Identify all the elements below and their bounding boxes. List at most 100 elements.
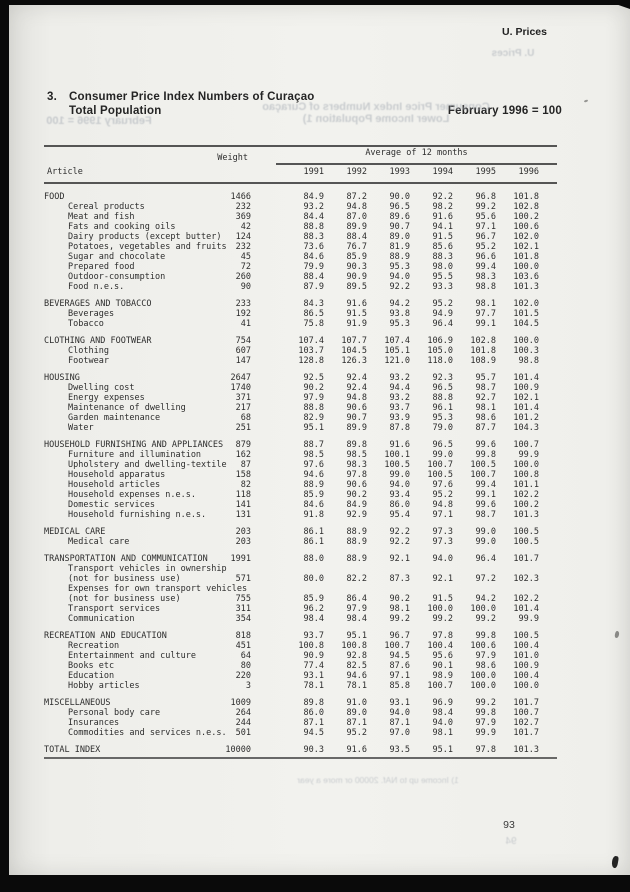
- article-label: Tobacco: [68, 319, 104, 329]
- weight-cell: 220: [235, 671, 251, 681]
- running-header: U. Prices: [502, 26, 547, 38]
- index-value-cell: 99.9: [518, 450, 539, 460]
- index-value-cell: 88.8: [432, 393, 453, 403]
- weight-cell: 158: [235, 470, 251, 480]
- article-label: Commodities and services n.e.s.: [68, 728, 227, 738]
- weight-cell: 131: [235, 510, 251, 520]
- index-value-cell: 105.1: [384, 346, 410, 356]
- table-row: 1991 1992 1993 1994 1995 1996: [44, 167, 557, 177]
- article-label: Meat and fish: [68, 212, 135, 222]
- index-value-cell: 100.0: [513, 262, 539, 272]
- page-subtitle: Total Population: [69, 105, 162, 117]
- index-value-cell: 91.6: [346, 745, 367, 755]
- index-value-cell: 92.2: [389, 537, 410, 547]
- index-value-cell: 98.1: [475, 299, 496, 309]
- index-value-cell: 98.1: [389, 604, 410, 614]
- index-value-cell: 100.4: [427, 641, 453, 651]
- index-value-cell: 99.4: [475, 262, 496, 272]
- table-row: Household expenses n.e.s. 118 85.9 90.2 93.4…: [44, 490, 557, 500]
- index-value-cell: 98.9: [432, 671, 453, 681]
- index-value-cell: 92.4: [346, 373, 367, 383]
- article-label: TRANSPORTATION AND COMMUNICATION: [44, 554, 208, 564]
- index-value-cell: 92.9: [346, 510, 367, 520]
- index-value-cell: 91.8: [303, 510, 324, 520]
- index-value-cell: 101.2: [513, 413, 539, 423]
- index-value-cell: 100.6: [470, 641, 496, 651]
- article-label: Insurances: [68, 718, 120, 728]
- index-value-cell: 89.8: [303, 698, 324, 708]
- index-value-cell: [496, 564, 539, 574]
- article-label: Clothing: [68, 346, 109, 356]
- index-value-cell: 121.0: [384, 356, 410, 366]
- weight-cell: 232: [235, 202, 251, 212]
- table-row: Food n.e.s. 90 87.9 89.5 92.2 93.3 98.8 101.3: [44, 282, 557, 292]
- index-value-cell: 88.4: [303, 272, 324, 282]
- index-value-cell: 93.7: [389, 403, 410, 413]
- index-value-cell: 96.5: [389, 202, 410, 212]
- index-value-cell: 97.7: [475, 309, 496, 319]
- article-label: BEVERAGES AND TOBACCO: [44, 299, 152, 309]
- index-value-cell: 91.0: [346, 698, 367, 708]
- table-row: Medical care 203 86.1 88.9 92.2 97.3 99.0 100.5: [44, 537, 557, 547]
- index-value-cell: 94.0: [389, 480, 410, 490]
- index-value-cell: 100.7: [470, 470, 496, 480]
- article-label: TOTAL INDEX: [44, 745, 101, 755]
- index-value-cell: 85.9: [303, 594, 324, 604]
- weight-cell: 1466: [230, 192, 251, 202]
- index-value-cell: 100.5: [427, 470, 453, 480]
- index-value-cell: 91.5: [432, 594, 453, 604]
- index-value-cell: 94.6: [303, 470, 324, 480]
- table-row: HOUSING 2647 92.5 92.4 93.2 92.3 95.7 101.4: [44, 373, 557, 383]
- index-value-cell: 95.2: [432, 490, 453, 500]
- weight-cell: 818: [235, 631, 251, 641]
- weight-cell: 754: [235, 336, 251, 346]
- index-value-cell: 100.8: [298, 641, 324, 651]
- index-value-cell: 89.6: [389, 212, 410, 222]
- index-value-cell: 100.9: [513, 383, 539, 393]
- index-value-cell: 93.9: [389, 413, 410, 423]
- index-value-cell: 97.3: [432, 527, 453, 537]
- index-value-cell: 102.0: [513, 299, 539, 309]
- index-value-cell: 84.4: [303, 212, 324, 222]
- index-value-cell: 94.1: [432, 222, 453, 232]
- weight-cell: 87: [240, 460, 251, 470]
- page-corner-notch: [604, 0, 630, 9]
- index-value-cell: 97.1: [432, 510, 453, 520]
- index-value-cell: 92.3: [432, 373, 453, 383]
- weight-cell: 80: [240, 661, 251, 671]
- index-value-cell: 99.1: [475, 319, 496, 329]
- article-label: Hobby articles: [68, 681, 140, 691]
- table-row: Sugar and chocolate 45 84.6 85.9 88.9 88.3 96.…: [44, 252, 557, 262]
- year-column-headers: 1991 1992 1993 1994 1995 1996: [44, 167, 557, 177]
- index-base-note: February 1996 = 100: [447, 105, 562, 117]
- index-value-cell: 98.6: [475, 413, 496, 423]
- weight-cell: [194, 564, 251, 574]
- table-row: Upholstery and dwelling-textile 87 97.6 98.…: [44, 460, 557, 470]
- article-label: HOUSEHOLD FURNISHING AND APPLIANCES: [44, 440, 224, 450]
- index-value-cell: 90.7: [346, 413, 367, 423]
- index-value-cell: 95.5: [432, 272, 453, 282]
- weight-cell: 141: [235, 500, 251, 510]
- index-value-cell: [251, 584, 324, 594]
- index-value-cell: 87.0: [346, 212, 367, 222]
- index-value-cell: 104.5: [513, 319, 539, 329]
- index-value-cell: 101.1: [513, 480, 539, 490]
- index-value-cell: 101.5: [513, 309, 539, 319]
- index-value-cell: 102.8: [470, 336, 496, 346]
- index-value-cell: 100.5: [513, 527, 539, 537]
- index-value-cell: 100.0: [470, 604, 496, 614]
- scan-speck: [583, 99, 589, 103]
- weight-cell: 1991: [230, 554, 251, 564]
- index-value-cell: 100.7: [513, 708, 539, 718]
- index-value-cell: 85.9: [303, 490, 324, 500]
- weight-cell: 45: [240, 252, 251, 262]
- index-value-cell: 98.4: [303, 614, 324, 624]
- index-value-cell: 100.7: [427, 681, 453, 691]
- weight-cell: 501: [235, 728, 251, 738]
- index-value-cell: 94.0: [389, 708, 410, 718]
- index-value-cell: 99.1: [475, 490, 496, 500]
- weight-cell: 369: [235, 212, 251, 222]
- index-value-cell: 99.2: [389, 614, 410, 624]
- index-value-cell: 94.2: [475, 594, 496, 604]
